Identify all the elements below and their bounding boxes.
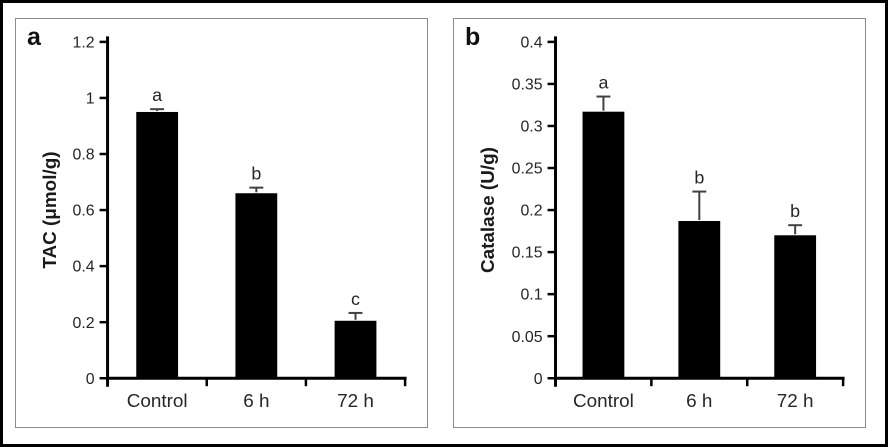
x-category-label: 6 h bbox=[243, 391, 269, 412]
significance-letter: b bbox=[251, 164, 261, 184]
bar-72-h bbox=[334, 320, 377, 379]
y-tick-label: 0.4 bbox=[520, 34, 542, 51]
y-axis-label: Catalase (U/g) bbox=[478, 147, 499, 273]
y-tick-label: 0 bbox=[534, 371, 543, 388]
panel-a-label: a bbox=[27, 23, 41, 51]
significance-letter: a bbox=[152, 85, 162, 105]
y-tick-label: 1.2 bbox=[72, 34, 94, 51]
significance-letter: c bbox=[351, 289, 360, 309]
y-axis-label: TAC (μmol/g) bbox=[40, 151, 61, 268]
two-panel-figure: a 0 0.2 0.4 0.6 0.8 1 1.2 a Control b 6 h c 72 h TAC … bbox=[3, 3, 885, 428]
panel-b-label: b bbox=[465, 23, 481, 51]
y-tick-label: 0.2 bbox=[72, 315, 94, 332]
y-tick-label: 0.3 bbox=[520, 119, 542, 136]
y-tick-label: 0.35 bbox=[512, 77, 543, 94]
y-tick-label: 0.15 bbox=[512, 245, 543, 262]
x-category-label: 72 h bbox=[337, 391, 374, 412]
x-category-label: Control bbox=[573, 391, 634, 412]
bar-control bbox=[136, 111, 179, 379]
x-category-label: Control bbox=[127, 391, 188, 412]
y-tick-label: 0.25 bbox=[512, 161, 543, 178]
y-tick-label: 0 bbox=[86, 371, 95, 388]
y-tick-label: 0.6 bbox=[72, 203, 94, 220]
x-category-label: 72 h bbox=[777, 391, 814, 412]
y-tick-label: 0.8 bbox=[72, 147, 94, 164]
bar-chart-catalase: 0 0.05 0.1 0.15 0.2 0.25 0.3 0.35 0.4 a Control b 6 … bbox=[478, 34, 845, 412]
bar-control bbox=[582, 111, 625, 379]
panel-b: b 0 0.05 0.1 0.15 0.2 0.25 0.3 0.35 0.4 a Control b… bbox=[453, 18, 866, 428]
bar-chart-tac: 0 0.2 0.4 0.6 0.8 1 1.2 a Control b 6 h c 72 h TAC (μ… bbox=[40, 34, 407, 412]
x-category-label: 6 h bbox=[686, 391, 712, 412]
bar-6-h bbox=[678, 220, 721, 379]
panel-a: a 0 0.2 0.4 0.6 0.8 1 1.2 a Control b 6 h c 72 h TAC … bbox=[15, 18, 428, 428]
y-tick-label: 1 bbox=[86, 91, 95, 108]
y-tick-label: 0.4 bbox=[72, 259, 94, 276]
bar-72-h bbox=[774, 235, 817, 379]
y-tick-label: 0.1 bbox=[520, 287, 542, 304]
bar-6-h bbox=[235, 193, 278, 379]
y-tick-label: 0.2 bbox=[520, 203, 542, 220]
significance-letter: a bbox=[598, 73, 608, 93]
significance-letter: b bbox=[694, 168, 704, 188]
significance-letter: b bbox=[790, 201, 800, 221]
y-tick-label: 0.05 bbox=[512, 329, 543, 346]
